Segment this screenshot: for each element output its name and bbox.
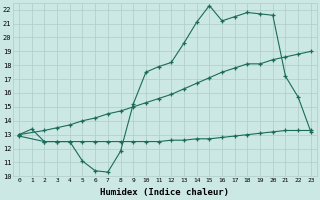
X-axis label: Humidex (Indice chaleur): Humidex (Indice chaleur) bbox=[100, 188, 229, 197]
